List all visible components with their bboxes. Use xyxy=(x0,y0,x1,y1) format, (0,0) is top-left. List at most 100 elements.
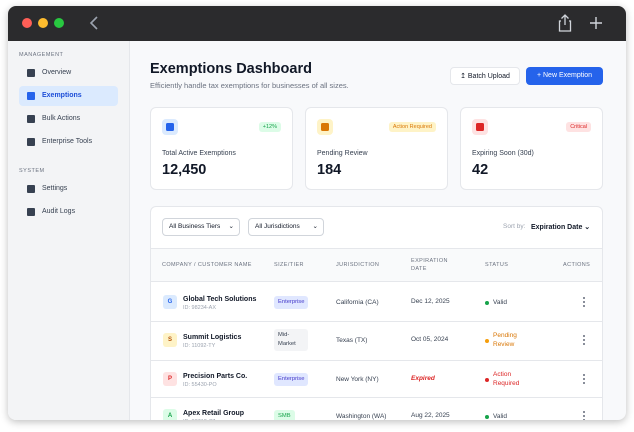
card-badge: +12% xyxy=(258,122,281,132)
sort-label: Sort by: xyxy=(503,223,526,230)
avatar: G xyxy=(163,295,177,309)
expiration-date: Oct 05, 2024 xyxy=(411,336,449,343)
section-title: MANAGEMENT xyxy=(19,52,64,58)
nav-item[interactable]: Bulk Actions xyxy=(19,109,118,129)
card-value: 12,450 xyxy=(162,162,207,178)
row-actions-button[interactable] xyxy=(582,334,586,346)
row-divider xyxy=(151,321,602,322)
status-dot xyxy=(485,338,489,343)
card-value: 184 xyxy=(317,162,342,178)
nav-label: Exemptions xyxy=(42,92,82,99)
tier-badge: Enterprise xyxy=(274,293,308,311)
status-dot xyxy=(485,300,489,305)
tier-filter[interactable]: All Business Tiers ⌄ xyxy=(162,218,240,236)
nav-icon xyxy=(27,69,35,77)
company-id: ID: 98234-AX xyxy=(183,304,217,311)
stat-card: Critical Expiring Soon (30d) 42 xyxy=(460,107,603,190)
nav-icon xyxy=(27,138,35,146)
nav-item[interactable]: Enterprise Tools xyxy=(19,132,118,152)
minimize-dot[interactable] xyxy=(38,18,48,28)
nav-label: Bulk Actions xyxy=(42,115,81,122)
card-label: Pending Review xyxy=(317,150,368,157)
card-label: Expiring Soon (30d) xyxy=(472,150,534,157)
avatar: S xyxy=(163,333,177,347)
avatar: A xyxy=(163,409,177,420)
card-icon xyxy=(317,119,333,135)
card-value: 42 xyxy=(472,162,489,178)
table-header xyxy=(151,248,602,282)
card-label: Total Active Exemptions xyxy=(162,150,236,157)
card-icon xyxy=(472,119,488,135)
company-name: Summit Logistics xyxy=(183,333,242,341)
nav-item[interactable]: Audit Logs xyxy=(19,202,118,222)
jurisdiction: Texas (TX) xyxy=(336,336,368,344)
close-dot[interactable] xyxy=(22,18,32,28)
status-label: Action Required xyxy=(493,371,520,387)
card-icon-glyph xyxy=(166,123,174,131)
back-button[interactable] xyxy=(88,15,100,31)
batch-upload-label: Batch Upload xyxy=(467,73,510,80)
jurisdiction-filter-label: All Jurisdictions xyxy=(255,223,300,230)
status-label: Valid xyxy=(493,412,507,420)
tier-filter-label: All Business Tiers xyxy=(169,223,221,230)
status-label: Pending Review xyxy=(493,332,517,348)
jurisdiction: Washington (WA) xyxy=(336,412,387,420)
jurisdiction-filter[interactable]: All Jurisdictions ⌄ xyxy=(248,218,324,236)
nav-item[interactable]: Settings xyxy=(19,179,118,199)
column-header: EXPIRATION DATE xyxy=(411,258,448,272)
nav-icon xyxy=(27,185,35,193)
card-icon xyxy=(162,119,178,135)
nav-icon xyxy=(27,208,35,216)
column-header: JURISDICTION xyxy=(336,262,380,268)
company-block: Summit Logistics ID: 11092-TY xyxy=(183,328,263,354)
company-name: Global Tech Solutions xyxy=(183,295,257,303)
row-actions-button[interactable] xyxy=(582,373,586,385)
row-actions-button[interactable] xyxy=(582,296,586,308)
page-subtitle: Efficiently handle tax exemptions for bu… xyxy=(150,81,349,90)
company-block: Apex Retail GroupID: 88712-ZZ xyxy=(183,404,263,421)
tier-badge: Enterprise xyxy=(274,370,308,388)
sort-value: Expiration Date xyxy=(531,224,583,231)
card-badge: Critical xyxy=(566,122,591,132)
row-actions-button[interactable] xyxy=(582,410,586,420)
nav-item[interactable]: Exemptions xyxy=(19,86,118,106)
tier-badge: Mid-Market xyxy=(274,329,308,351)
company-id: ID: 11092-TY xyxy=(183,342,216,349)
status-dot xyxy=(485,377,489,382)
batch-upload-button[interactable]: ↥ Batch Upload xyxy=(450,67,520,85)
nav-label: Settings xyxy=(42,185,68,192)
expiration-date: Dec 12, 2025 xyxy=(411,298,450,305)
card-badge: Action Required xyxy=(388,122,436,132)
column-header: SIZE/TIER xyxy=(274,262,304,268)
app-window: MANAGEMENT Overview Exemptions Bulk Actions… xyxy=(8,6,626,420)
nav-item[interactable]: Overview xyxy=(19,63,118,83)
share-button[interactable] xyxy=(558,14,572,32)
company-id: ID: 88712-ZZ xyxy=(183,418,263,421)
tier-badge: SMB xyxy=(274,407,295,420)
status-dot xyxy=(485,414,489,419)
tier-label: SMB xyxy=(274,409,295,420)
title-bar xyxy=(8,6,626,41)
expiration-date: Expired xyxy=(411,375,435,382)
company-block: Global Tech Solutions ID: 98234-AX xyxy=(183,290,263,316)
column-header: STATUS xyxy=(485,262,509,268)
row-divider xyxy=(151,360,602,361)
add-tab-button[interactable] xyxy=(589,16,603,30)
new-exemption-button[interactable]: + New Exemption xyxy=(526,67,603,85)
status-label: Valid xyxy=(493,298,507,306)
card-icon-glyph xyxy=(321,123,329,131)
sort-select[interactable]: Expiration Date ⌄ xyxy=(531,224,591,231)
tier-label: Enterprise xyxy=(274,372,308,386)
company-name: Precision Parts Co. xyxy=(183,372,248,380)
company-id: ID: 55430-PO xyxy=(183,381,217,388)
card-icon-glyph xyxy=(476,123,484,131)
stat-card: +12% Total Active Exemptions 12,450 xyxy=(150,107,293,190)
avatar: P xyxy=(163,372,177,386)
section-title: SYSTEM xyxy=(19,168,45,174)
expiration-date: Aug 22, 2025 xyxy=(411,412,450,419)
new-exemption-label: New Exemption xyxy=(543,72,593,79)
zoom-dot[interactable] xyxy=(54,18,64,28)
row-divider xyxy=(151,397,602,398)
column-header: ACTIONS xyxy=(563,262,591,268)
